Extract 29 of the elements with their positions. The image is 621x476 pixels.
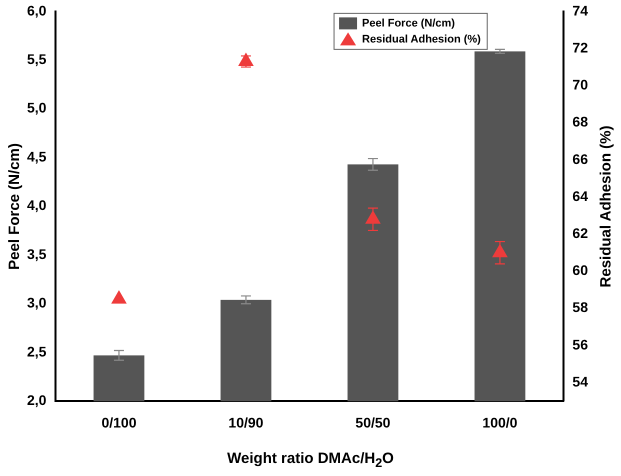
- y2-tick-label: 72: [572, 39, 588, 56]
- y-tick-label: 2,5: [26, 343, 47, 360]
- y2-tick-label: 58: [572, 299, 588, 316]
- x-axis-title: Weight ratio DMAc/H$_{2}$O: [226, 450, 395, 470]
- y-tick-label: 3,5: [26, 246, 47, 262]
- x-tick-label: 10/90: [228, 414, 264, 430]
- y-tick-label: 5,0: [26, 100, 47, 116]
- y2-tick-label: 74: [572, 2, 588, 18]
- y-axis-title: Peel Force (N/cm): [5, 142, 22, 270]
- x-tick-label: 50/50: [355, 414, 391, 430]
- y2-tick-label: 66: [572, 150, 588, 167]
- y2-axis-title: Residual Adhesion (%): [597, 125, 614, 288]
- y2-tick-label: 70: [572, 76, 588, 93]
- legend-label: Residual Adhesion (%): [362, 33, 482, 46]
- y2-tick-label: 62: [572, 225, 588, 241]
- y2-tick-label: 68: [572, 114, 588, 130]
- y2-tick-label: 54: [572, 373, 588, 390]
- y2-tick-label: 64: [572, 188, 588, 204]
- y-tick-label: 4,0: [26, 197, 47, 214]
- y-tick-label: 6,0: [26, 2, 47, 18]
- y-tick-label: 4,5: [26, 148, 47, 164]
- x-tick-label: 0/100: [101, 414, 137, 430]
- x-tick-label: 100/0: [482, 414, 518, 430]
- y2-tick-label: 60: [572, 262, 588, 278]
- legend-label: Peel Force (N/cm): [362, 17, 456, 30]
- y-tick-label: 2,0: [26, 392, 47, 408]
- y-tick-label: 3,0: [26, 294, 47, 311]
- y2-tick-label: 56: [572, 336, 588, 352]
- y-tick-label: 5,5: [26, 50, 47, 67]
